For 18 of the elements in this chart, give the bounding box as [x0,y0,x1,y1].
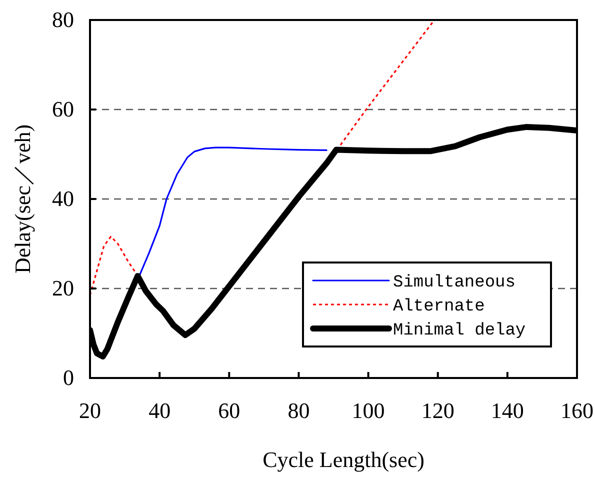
y-tick-label: 80 [52,7,74,32]
x-tick-label: 140 [490,398,524,423]
x-axis-title: Cycle Length(sec) [262,447,424,472]
y-tick-label: 60 [52,96,74,122]
x-tick-label: 120 [421,398,454,423]
legend-label: Simultaneous [393,274,516,292]
x-tick-label: 60 [218,398,240,423]
legend-label: Minimal delay [393,322,526,340]
y-tick-label: 40 [52,186,74,211]
y-axis-title: Delay(sec／veh) [10,124,35,274]
x-tick-label: 80 [288,398,310,423]
x-tick-label: 100 [352,398,385,423]
x-tick-label: 20 [79,398,101,423]
y-tick-label: 0 [63,365,74,390]
x-tick-label: 40 [148,398,171,423]
x-tick-label: 160 [560,398,594,423]
legend-label: Alternate [393,298,485,316]
y-tick-label: 20 [52,276,74,300]
